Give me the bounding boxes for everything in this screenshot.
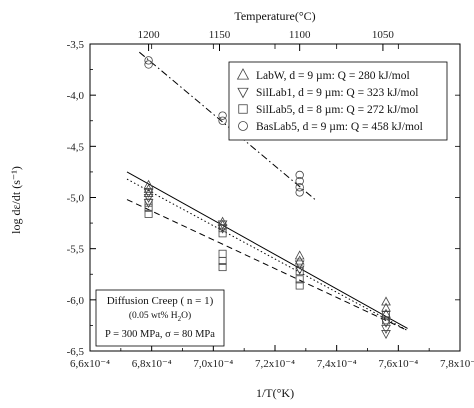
top-axis-title: Temperature(°C) xyxy=(234,9,315,23)
x-tick-label-2: 7,0x10⁻⁴ xyxy=(193,358,233,370)
x-tick-label-6: 7,8x10⁻⁴ xyxy=(440,358,474,370)
conditions-annotation: Diffusion Creep ( n = 1) (0.05 wt% H2O) … xyxy=(95,289,225,347)
top-tick-label-2: 1100 xyxy=(289,29,311,41)
top-tick-label-0: 1200 xyxy=(138,29,161,41)
legend-label-labw: LabW, d = 9 µm: Q = 280 kJ/mol xyxy=(256,70,410,82)
point-sillab5-5 xyxy=(218,249,227,258)
annotation-line-1: Diffusion Creep ( n = 1) xyxy=(107,295,214,307)
point-sillab1-2 xyxy=(143,199,154,209)
point-sillab1-5 xyxy=(294,260,305,270)
x-tick-label-4: 7,4x10⁻⁴ xyxy=(317,358,357,370)
top-tick-label-3: 1050 xyxy=(372,29,395,41)
point-baslab5-7 xyxy=(295,188,304,197)
point-sillab5-3 xyxy=(218,224,227,233)
point-labw-5 xyxy=(294,250,305,260)
point-baslab5-5 xyxy=(295,176,304,186)
y-tick-label-1: -6,0 xyxy=(67,295,85,307)
annotation-line-2-pre: (0.05 wt% H xyxy=(129,310,178,321)
x-axis-title: 1/T(°K) xyxy=(256,386,294,400)
point-sillab5-11 xyxy=(382,311,390,320)
point-sillab5-9 xyxy=(295,275,304,284)
annotation-line-2: (0.05 wt% H2O) xyxy=(129,310,191,323)
point-sillab5-6 xyxy=(218,256,227,265)
point-sillab1-6 xyxy=(294,265,305,275)
point-sillab1-7 xyxy=(381,318,391,328)
legend-markers xyxy=(236,68,250,131)
y-tick-label-3: -5,0 xyxy=(67,193,85,205)
point-sillab5-0 xyxy=(144,198,153,207)
legend-box xyxy=(228,61,448,141)
fit-line-sillab5 xyxy=(126,199,408,331)
data-points xyxy=(143,56,391,340)
point-sillab5-4 xyxy=(218,229,227,238)
point-labw-9 xyxy=(381,308,391,318)
y-tick-label-6: -3,5 xyxy=(67,39,85,51)
x-tick-label-5: 7,6x10⁻⁴ xyxy=(378,358,418,370)
x-tick-label-1: 6,8x10⁻⁴ xyxy=(132,358,172,370)
point-sillab5-12 xyxy=(382,316,390,325)
y-tick-label-4: -4,5 xyxy=(67,141,85,153)
top-tick-label-1: 1150 xyxy=(209,29,231,41)
point-sillab1-9 xyxy=(381,330,391,340)
y-tick-label-2: -5,5 xyxy=(67,244,85,256)
point-labw-7 xyxy=(381,296,391,306)
point-sillab1-1 xyxy=(143,193,154,203)
point-sillab1-0 xyxy=(143,188,154,198)
annotation-line-2-post: O) xyxy=(181,310,191,321)
legend-label-baslab5: BasLab5, d = 9 µm: Q = 458 kJ/mol xyxy=(256,121,423,133)
point-baslab5-2 xyxy=(218,111,227,120)
point-sillab1-4 xyxy=(217,224,228,234)
legend-label-sillab5: SilLab5, d = 8 µm: Q = 272 kJ/mol xyxy=(256,104,418,116)
y-axis-title: log dε/dt (s⁻¹) xyxy=(9,166,23,234)
point-baslab5-4 xyxy=(295,170,304,180)
fit-lines xyxy=(126,51,408,331)
point-baslab5-6 xyxy=(295,183,304,192)
fit-line-baslab5 xyxy=(139,51,316,200)
point-labw-6 xyxy=(294,255,305,265)
tick-marks xyxy=(89,43,461,352)
y-tick-label-0: -6,5 xyxy=(67,346,85,358)
legend-marker-labw xyxy=(236,68,250,80)
legend: LabW, d = 9 µm: Q = 280 kJ/mol SilLab1, … xyxy=(228,61,448,141)
point-labw-1 xyxy=(143,183,154,193)
legend-marker-baslab5 xyxy=(238,121,248,131)
annotation-line-2-sub: 2 xyxy=(178,315,182,323)
x-tick-label-0: 6,6x10⁻⁴ xyxy=(70,358,110,370)
legend-marker-sillab5 xyxy=(238,104,248,114)
point-sillab1-8 xyxy=(381,324,391,334)
point-labw-8 xyxy=(381,302,391,312)
point-sillab5-10 xyxy=(295,281,304,290)
point-sillab5-2 xyxy=(144,209,153,218)
annotation-box xyxy=(95,289,225,347)
point-baslab5-3 xyxy=(218,116,227,125)
y-tick-label-5: -4,0 xyxy=(67,90,85,102)
legend-marker-sillab1 xyxy=(237,87,249,99)
fit-line-sillab1 xyxy=(126,178,408,331)
point-baslab5-1 xyxy=(144,60,153,69)
point-sillab5-7 xyxy=(218,263,227,272)
fit-line-labw xyxy=(126,171,408,329)
point-sillab5-1 xyxy=(144,203,153,212)
annotation-line-3: P = 300 MPa, σ = 80 MPa xyxy=(105,329,215,340)
x-tick-label-3: 7,2x10⁻⁴ xyxy=(255,358,295,370)
point-baslab5-0 xyxy=(144,56,153,65)
legend-label-sillab1: SilLab1, d = 9 µm: Q = 323 kJ/mol xyxy=(256,87,418,99)
point-sillab5-8 xyxy=(295,267,304,276)
